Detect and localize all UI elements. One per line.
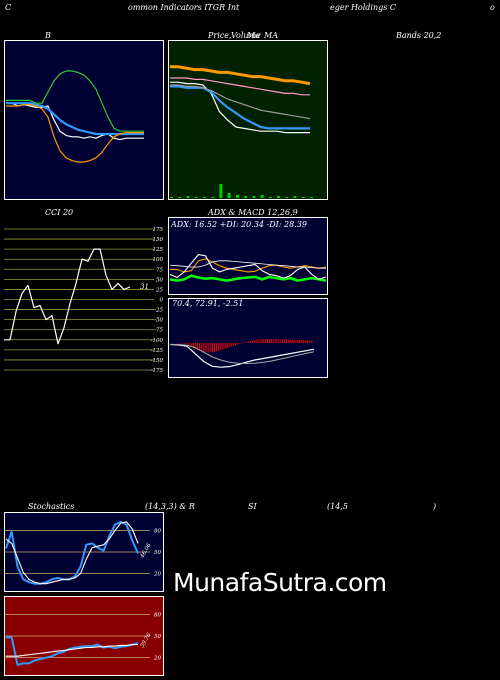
rsi-tick-label: 20 [153,656,161,662]
header-left-char: C [5,3,12,12]
cci-tick-label: 75 [156,267,163,273]
cci-tick-label: -100 [151,338,164,344]
adx-chart [168,217,328,295]
price-ma-series-line [170,84,311,120]
stoch-params-label: (14,3,3) & R [145,502,195,511]
volume-label: Volume [231,31,261,40]
volume-bar [194,197,198,198]
volume-bar [244,196,248,198]
bb-label: B [45,31,51,40]
ma-word-label: Ma [247,31,260,40]
cci-label: CCI 20 [45,208,74,217]
cci-tick-label: -125 [151,348,164,354]
stoch-label: Stochastics [28,502,75,511]
cci-tick-label: -25 [154,308,163,314]
adx-macd-label: ADX & MACD 12,26,9 [208,208,298,217]
stoch-tick-label: 50 [154,550,161,556]
rsi-params-label: (14,5 [327,502,348,511]
adx-series-line [169,274,327,282]
panel-background [4,217,164,377]
stoch-tick-label: 20 [153,572,161,578]
header-right-char: o [490,3,495,12]
volume-bar [219,184,223,198]
rsi-label: SI [248,502,257,511]
price-ma-series-line [170,85,310,130]
adx-series-line [169,260,326,269]
volume-bar [235,195,239,198]
adx-values-text: ADX: 16.52 +DI: 20.34 -DI: 28.39 [171,220,307,229]
rsi-tick-label: 50 [154,634,161,640]
volume-bar [202,197,206,198]
watermark: MunafaSutra.com [173,568,387,597]
cci-tick-label: 100 [153,257,164,263]
volume-bar [186,196,190,198]
header-title-left: ommon Indicators ITGR Int [128,3,240,12]
cci-tick-label: -50 [154,318,163,324]
rsi-series-line [6,636,139,666]
rsi-close-label: ) [433,502,437,511]
volume-bar [301,197,305,198]
panel-background [4,40,164,200]
macd-signal-line [170,344,315,364]
volume-bar [252,196,256,198]
stoch-tick-label: 80 [154,528,161,534]
panel-background [168,298,328,378]
price-ma-chart [168,40,328,200]
adx-series-line [169,254,327,280]
bb-series-line [6,102,144,141]
volume-bar [310,197,313,198]
cci-tick-label: 50 [156,277,163,283]
volume-bar [260,195,264,198]
cci-tick-label: 25 [155,287,163,293]
cci-tick-label: -75 [154,328,163,334]
stoch-series-line [5,521,139,585]
bb-series-line [6,103,144,163]
bb-series-line [6,70,144,132]
volume-bar [277,196,281,198]
cci-last-label: 31 [140,283,149,291]
macd-values-text: 70.4, 72.91, -2.51 [172,299,244,308]
volume-bar [285,197,289,198]
volume-bar [268,197,272,198]
cci-tick-label: -175 [151,368,164,374]
price-ma-series-line [170,65,311,86]
ma-label: MA [264,31,278,40]
price-ma-series-line [170,77,310,96]
rsi-tick-label: 80 [154,612,161,618]
header-title-right: eger Holdings C [330,3,397,12]
adx-series-line [170,258,327,273]
macd-chart [168,298,328,378]
bollinger-chart [4,40,164,200]
cci-tick-label: 175 [153,227,164,233]
panel-background [168,217,328,295]
volume-bar [178,197,182,198]
cci-line [4,248,131,345]
rsi-series-line [6,644,138,657]
price-label: Price, [208,31,232,40]
volume-bar [293,196,297,198]
bands-label: Bands 20,2 [396,31,442,40]
stoch-series-line [5,520,139,585]
cci-tick-label: 150 [153,237,164,243]
volume-bar [227,193,231,198]
cci-chart: 175 150 125 100 75 50 25 0 -25 -50 -75 -100 -125 -150… [4,217,164,377]
volume-bar [211,197,215,198]
cci-tick-label: 125 [153,247,164,253]
price-ma-series-line [170,81,310,134]
cci-tick-label: -150 [151,358,164,364]
cci-tick-label: 0 [160,298,164,304]
volume-bar [170,197,173,198]
